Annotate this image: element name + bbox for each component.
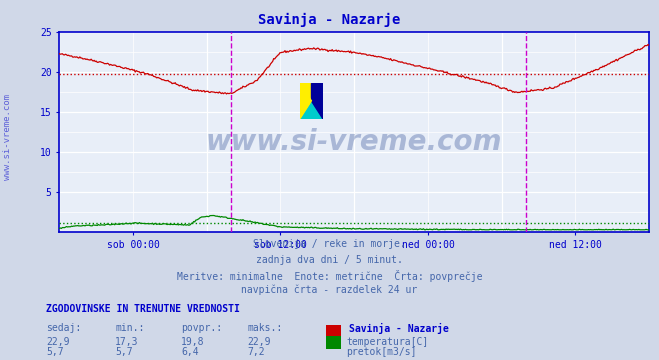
Text: min.:: min.: <box>115 323 145 333</box>
Text: www.si-vreme.com: www.si-vreme.com <box>206 128 502 156</box>
Text: povpr.:: povpr.: <box>181 323 222 333</box>
Polygon shape <box>300 83 312 119</box>
Polygon shape <box>300 83 312 119</box>
Polygon shape <box>312 83 323 119</box>
Text: ZGODOVINSKE IN TRENUTNE VREDNOSTI: ZGODOVINSKE IN TRENUTNE VREDNOSTI <box>46 304 240 314</box>
Text: 6,4: 6,4 <box>181 347 199 357</box>
Text: 19,8: 19,8 <box>181 337 205 347</box>
Text: sedaj:: sedaj: <box>46 323 81 333</box>
Text: www.si-vreme.com: www.si-vreme.com <box>3 94 13 180</box>
Text: 22,9: 22,9 <box>46 337 70 347</box>
Text: Meritve: minimalne  Enote: metrične  Črta: povprečje: Meritve: minimalne Enote: metrične Črta:… <box>177 270 482 282</box>
Polygon shape <box>300 83 323 119</box>
Text: 22,9: 22,9 <box>247 337 271 347</box>
Text: zadnja dva dni / 5 minut.: zadnja dva dni / 5 minut. <box>256 255 403 265</box>
Text: pretok[m3/s]: pretok[m3/s] <box>346 347 416 357</box>
Text: 7,2: 7,2 <box>247 347 265 357</box>
Text: Savinja - Nazarje: Savinja - Nazarje <box>349 323 449 334</box>
Text: Savinja - Nazarje: Savinja - Nazarje <box>258 13 401 27</box>
Text: navpična črta - razdelek 24 ur: navpična črta - razdelek 24 ur <box>241 285 418 295</box>
Text: 5,7: 5,7 <box>115 347 133 357</box>
Text: 17,3: 17,3 <box>115 337 139 347</box>
Text: maks.:: maks.: <box>247 323 282 333</box>
Text: Slovenija / reke in morje.: Slovenija / reke in morje. <box>253 239 406 249</box>
Text: temperatura[C]: temperatura[C] <box>346 337 428 347</box>
Text: 5,7: 5,7 <box>46 347 64 357</box>
Polygon shape <box>312 83 323 119</box>
